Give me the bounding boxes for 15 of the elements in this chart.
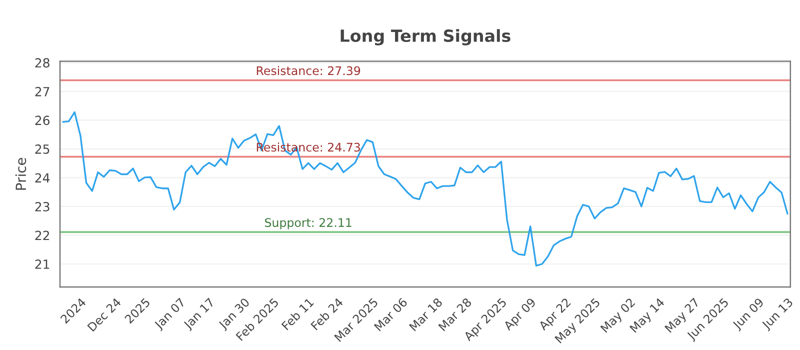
line-series bbox=[62, 111, 788, 267]
y-tick-label: 26 bbox=[35, 116, 50, 126]
y-tick-label: 27 bbox=[35, 86, 50, 96]
x-tick-label: Jan 17 bbox=[182, 298, 216, 332]
ref-line-label: Resistance: 27.39 bbox=[256, 66, 360, 76]
chart-title: Long Term Signals bbox=[340, 29, 510, 46]
y-tick-label: 25 bbox=[35, 144, 50, 154]
y-tick-label: 23 bbox=[35, 202, 50, 212]
ref-line-label: Support: 22.11 bbox=[265, 218, 352, 230]
x-tick-label: Dec 24 bbox=[87, 297, 122, 332]
y-tick-label: 22 bbox=[35, 230, 50, 240]
y-tick-label: 28 bbox=[35, 58, 50, 68]
y-axis-title: Price bbox=[15, 158, 26, 190]
y-tick-label: 21 bbox=[35, 259, 50, 269]
y-tick-label: 24 bbox=[35, 173, 50, 182]
